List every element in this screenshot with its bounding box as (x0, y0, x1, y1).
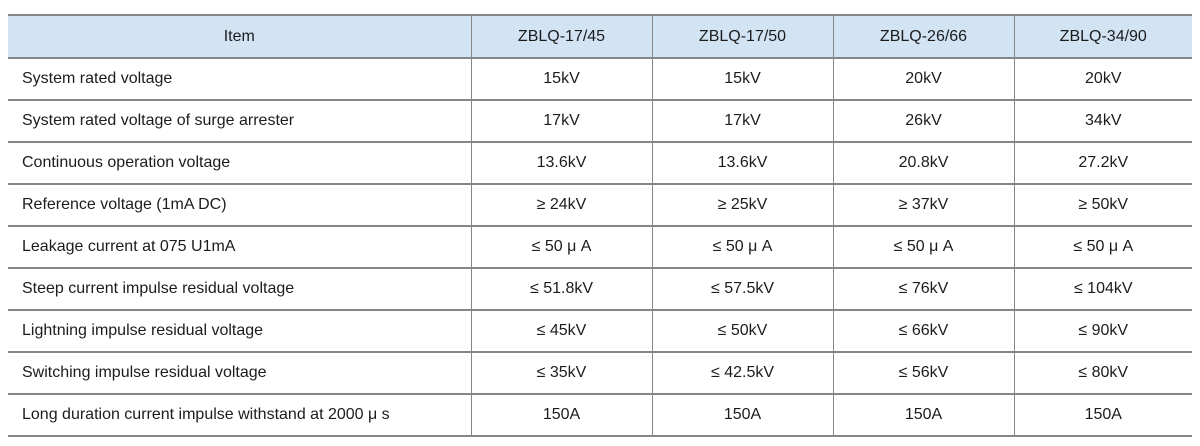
table-row: Lightning impulse residual voltage ≤ 45k… (8, 310, 1192, 352)
column-header-zblq-17-45: ZBLQ-17/45 (470, 15, 652, 58)
cell-value: 20kV (832, 58, 1014, 100)
cell-value: ≤ 57.5kV (651, 268, 833, 310)
cell-value: 150A (1013, 394, 1192, 436)
table-row: System rated voltage of surge arrester 1… (8, 100, 1192, 142)
cell-value: ≤ 90kV (1013, 310, 1192, 352)
cell-value: ≤ 50 μ A (470, 226, 652, 268)
surge-arrester-spec-table: Item ZBLQ-17/45 ZBLQ-17/50 ZBLQ-26/66 ZB… (8, 14, 1192, 437)
cell-value: ≤ 50 μ A (832, 226, 1014, 268)
cell-value: 150A (651, 394, 833, 436)
cell-value: ≤ 56kV (832, 352, 1014, 394)
cell-value: ≤ 51.8kV (470, 268, 652, 310)
cell-value: ≥ 24kV (470, 184, 652, 226)
cell-value: 13.6kV (470, 142, 652, 184)
table-row: Long duration current impulse withstand … (8, 394, 1192, 436)
cell-value: 20.8kV (832, 142, 1014, 184)
row-item-label: System rated voltage of surge arrester (22, 112, 295, 129)
column-header-zblq-17-50: ZBLQ-17/50 (651, 15, 833, 58)
cell-value: ≤ 35kV (470, 352, 652, 394)
cell-value: ≤ 104kV (1013, 268, 1192, 310)
cell-value: ≥ 50kV (1013, 184, 1192, 226)
row-item-label: Reference voltage (1mA DC) (22, 196, 227, 213)
cell-value: 27.2kV (1013, 142, 1192, 184)
table-row: Reference voltage (1mA DC) ≥ 24kV ≥ 25kV… (8, 184, 1192, 226)
row-item-label: Leakage current at 075 U1mA (22, 238, 236, 255)
cell-value: 34kV (1013, 100, 1192, 142)
table-row: System rated voltage 15kV 15kV 20kV 20kV (8, 58, 1192, 100)
column-header-item: Item (8, 15, 471, 58)
cell-value: 150A (470, 394, 652, 436)
cell-value: 15kV (470, 58, 652, 100)
column-header-zblq-26-66: ZBLQ-26/66 (832, 15, 1014, 58)
cell-value: 13.6kV (651, 142, 833, 184)
row-item-label: Lightning impulse residual voltage (22, 322, 264, 339)
row-item-label: Continuous operation voltage (22, 154, 231, 171)
column-header-zblq-34-90: ZBLQ-34/90 (1013, 15, 1192, 58)
cell-value: 20kV (1013, 58, 1192, 100)
cell-value: ≤ 80kV (1013, 352, 1192, 394)
cell-value: ≤ 66kV (832, 310, 1014, 352)
spec-table-container: Item ZBLQ-17/45 ZBLQ-17/50 ZBLQ-26/66 ZB… (8, 14, 1192, 437)
cell-value: ≥ 37kV (832, 184, 1014, 226)
cell-value: ≤ 50kV (651, 310, 833, 352)
row-item-label: System rated voltage (22, 70, 173, 87)
cell-value: ≤ 50 μ A (1013, 226, 1192, 268)
table-row: Continuous operation voltage 13.6kV 13.6… (8, 142, 1192, 184)
cell-value: 17kV (651, 100, 833, 142)
row-item-label: Switching impulse residual voltage (22, 364, 267, 381)
row-item-label: Steep current impulse residual voltage (22, 280, 295, 297)
table-row: Switching impulse residual voltage ≤ 35k… (8, 352, 1192, 394)
cell-value: ≤ 76kV (832, 268, 1014, 310)
cell-value: 17kV (470, 100, 652, 142)
cell-value: 15kV (651, 58, 833, 100)
cell-value: 26kV (832, 100, 1014, 142)
cell-value: ≤ 45kV (470, 310, 652, 352)
cell-value: ≤ 50 μ A (651, 226, 833, 268)
table-row: Steep current impulse residual voltage ≤… (8, 268, 1192, 310)
cell-value: 150A (832, 394, 1014, 436)
cell-value: ≤ 42.5kV (651, 352, 833, 394)
cell-value: ≥ 25kV (651, 184, 833, 226)
header-row: Item ZBLQ-17/45 ZBLQ-17/50 ZBLQ-26/66 ZB… (8, 15, 1192, 58)
table-row: Leakage current at 075 U1mA ≤ 50 μ A ≤ 5… (8, 226, 1192, 268)
row-item-label: Long duration current impulse withstand … (22, 406, 390, 423)
